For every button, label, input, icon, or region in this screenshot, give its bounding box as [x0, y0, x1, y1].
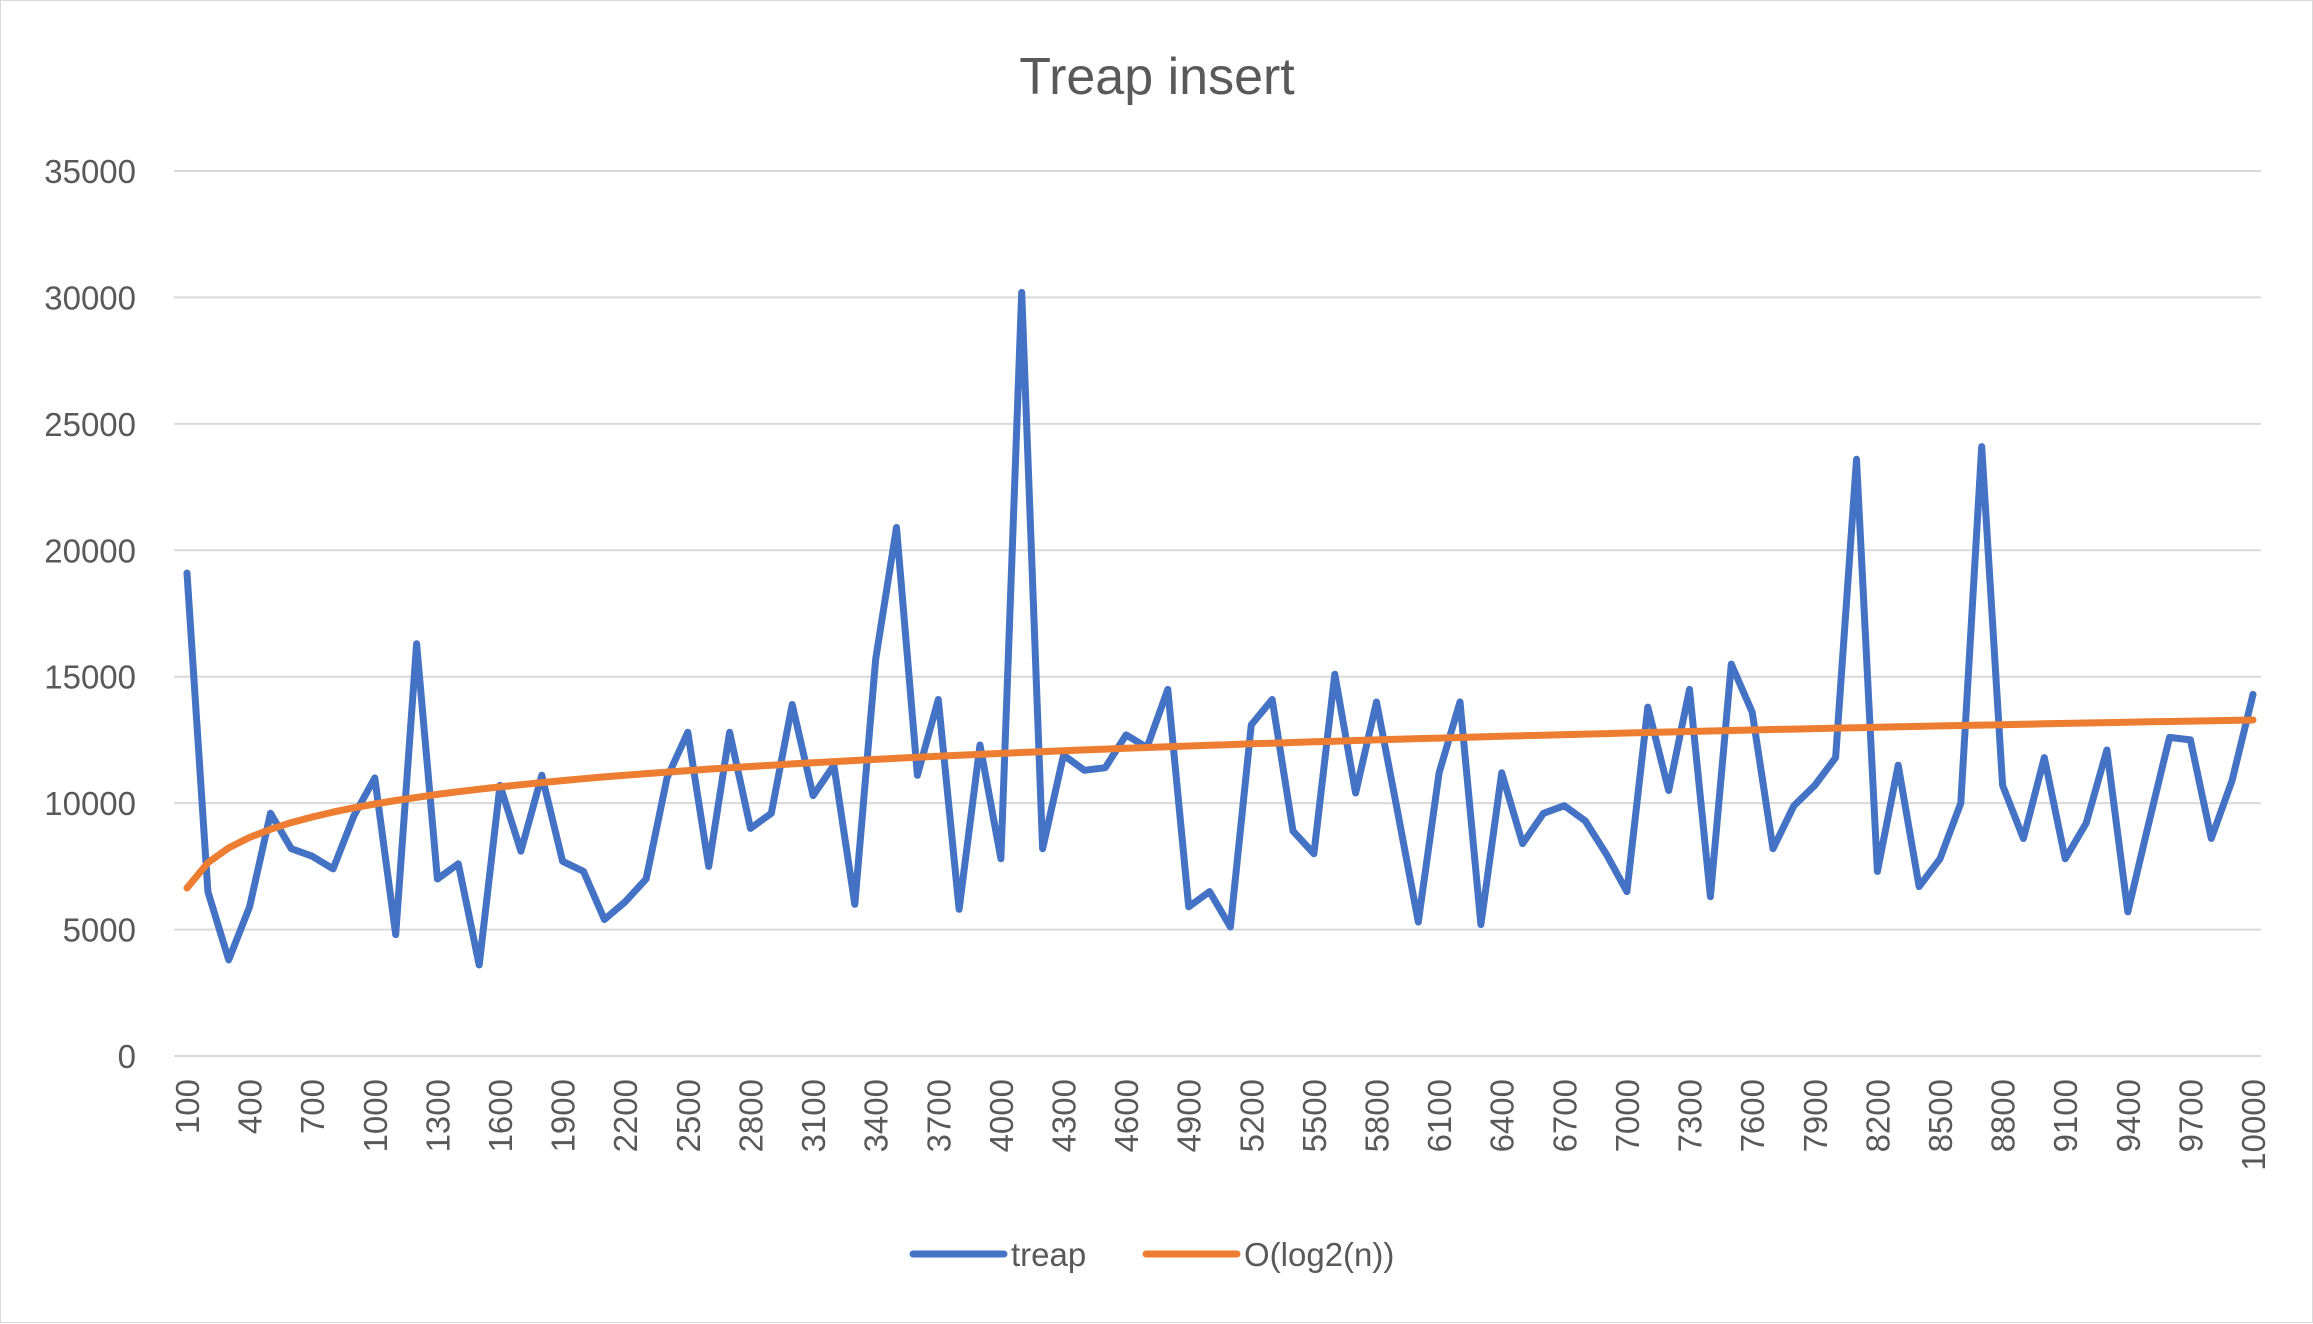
y-tick-label: 10000 [44, 785, 136, 822]
x-tick-label: 1900 [545, 1079, 582, 1152]
x-tick-label: 4300 [1045, 1079, 1082, 1152]
x-tick-label: 2500 [670, 1079, 707, 1152]
x-tick-label: 2800 [732, 1079, 769, 1152]
y-tick-label: 0 [118, 1038, 136, 1075]
legend: treap O(log2(n)) [909, 1236, 1394, 1273]
legend-label: O(log2(n)) [1244, 1236, 1394, 1273]
x-tick-label: 5200 [1233, 1079, 1270, 1152]
x-tick-label: 400 [232, 1079, 269, 1134]
x-tick-label: 7000 [1609, 1079, 1646, 1152]
x-tick-label: 700 [294, 1079, 331, 1134]
x-tick-label: 8800 [1985, 1079, 2022, 1152]
x-tick-label: 4900 [1171, 1079, 1208, 1152]
x-tick-label: 7900 [1797, 1079, 1834, 1152]
x-tick-label: 9400 [2110, 1079, 2147, 1152]
x-tick-label: 8500 [1922, 1079, 1959, 1152]
x-tick-label: 9700 [2172, 1079, 2209, 1152]
chart-title: Treap insert [1019, 48, 1295, 106]
y-tick-label: 30000 [44, 279, 136, 316]
y-tick-label: 15000 [44, 659, 136, 696]
y-axis-tick-labels: 0 5000 10000 15000 20000 25000 30000 35000 [44, 153, 136, 1075]
y-tick-label: 35000 [44, 153, 136, 190]
x-tick-label: 2200 [607, 1079, 644, 1152]
series-lines [183, 288, 2257, 969]
x-tick-label: 5800 [1359, 1079, 1396, 1152]
gridlines [174, 170, 2261, 1057]
x-tick-label: 7600 [1734, 1079, 1771, 1152]
y-tick-label: 5000 [63, 912, 136, 949]
y-tick-label: 25000 [44, 406, 136, 443]
x-tick-label: 4600 [1108, 1079, 1145, 1152]
x-tick-label: 6400 [1484, 1079, 1521, 1152]
y-tick-label: 20000 [44, 532, 136, 569]
x-tick-label: 6100 [1421, 1079, 1458, 1152]
series-line-treap [183, 288, 2257, 969]
legend-label: treap [1011, 1236, 1086, 1273]
x-tick-label: 1300 [419, 1079, 456, 1152]
x-tick-label: 8200 [1859, 1079, 1896, 1152]
x-tick-label: 100 [169, 1079, 206, 1134]
x-tick-label: 3700 [920, 1079, 957, 1152]
x-tick-label: 3100 [795, 1079, 832, 1152]
x-tick-label: 10000 [2235, 1079, 2272, 1171]
x-tick-label: 1000 [357, 1079, 394, 1152]
x-axis-tick-labels: 100 400 700 1000 1300 1600 1900 2200 2500 2800 310… [169, 1079, 2272, 1171]
series-line-log2n [183, 716, 2257, 892]
x-tick-label: 6700 [1546, 1079, 1583, 1152]
x-tick-label: 1600 [482, 1079, 519, 1152]
x-tick-label: 9100 [2047, 1079, 2084, 1152]
x-tick-label: 5500 [1296, 1079, 1333, 1152]
x-tick-label: 3400 [858, 1079, 895, 1152]
x-tick-label: 4000 [983, 1079, 1020, 1152]
x-tick-label: 7300 [1672, 1079, 1709, 1152]
